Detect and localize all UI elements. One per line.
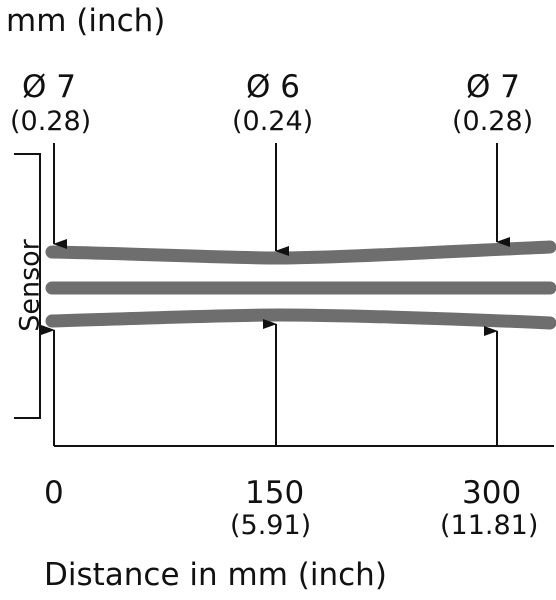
diameter-inch-label-0: (0.28) <box>10 106 92 137</box>
diameter-inch-label-1: (0.24) <box>232 106 314 137</box>
diameter-label-1: Ø 6 <box>246 69 300 105</box>
distance-tick-2: 300 <box>462 475 522 511</box>
unit-caption: mm (inch) <box>6 3 166 39</box>
diameter-label-2: Ø 7 <box>466 69 520 105</box>
diameter-label-0: Ø 7 <box>22 69 76 105</box>
distance-tick-inch-1: (5.91) <box>230 510 312 541</box>
beam-upper-edge <box>45 240 556 265</box>
x-axis-label: Distance in mm (inch) <box>44 557 387 593</box>
distance-tick-inch-2: (11.81) <box>440 510 539 541</box>
distance-tick-0: 0 <box>44 475 64 511</box>
sensor-bracket <box>14 153 41 419</box>
diameter-inch-label-2: (0.28) <box>452 106 534 137</box>
distance-tick-1: 150 <box>245 475 305 511</box>
beam-lower-edge <box>45 308 556 330</box>
